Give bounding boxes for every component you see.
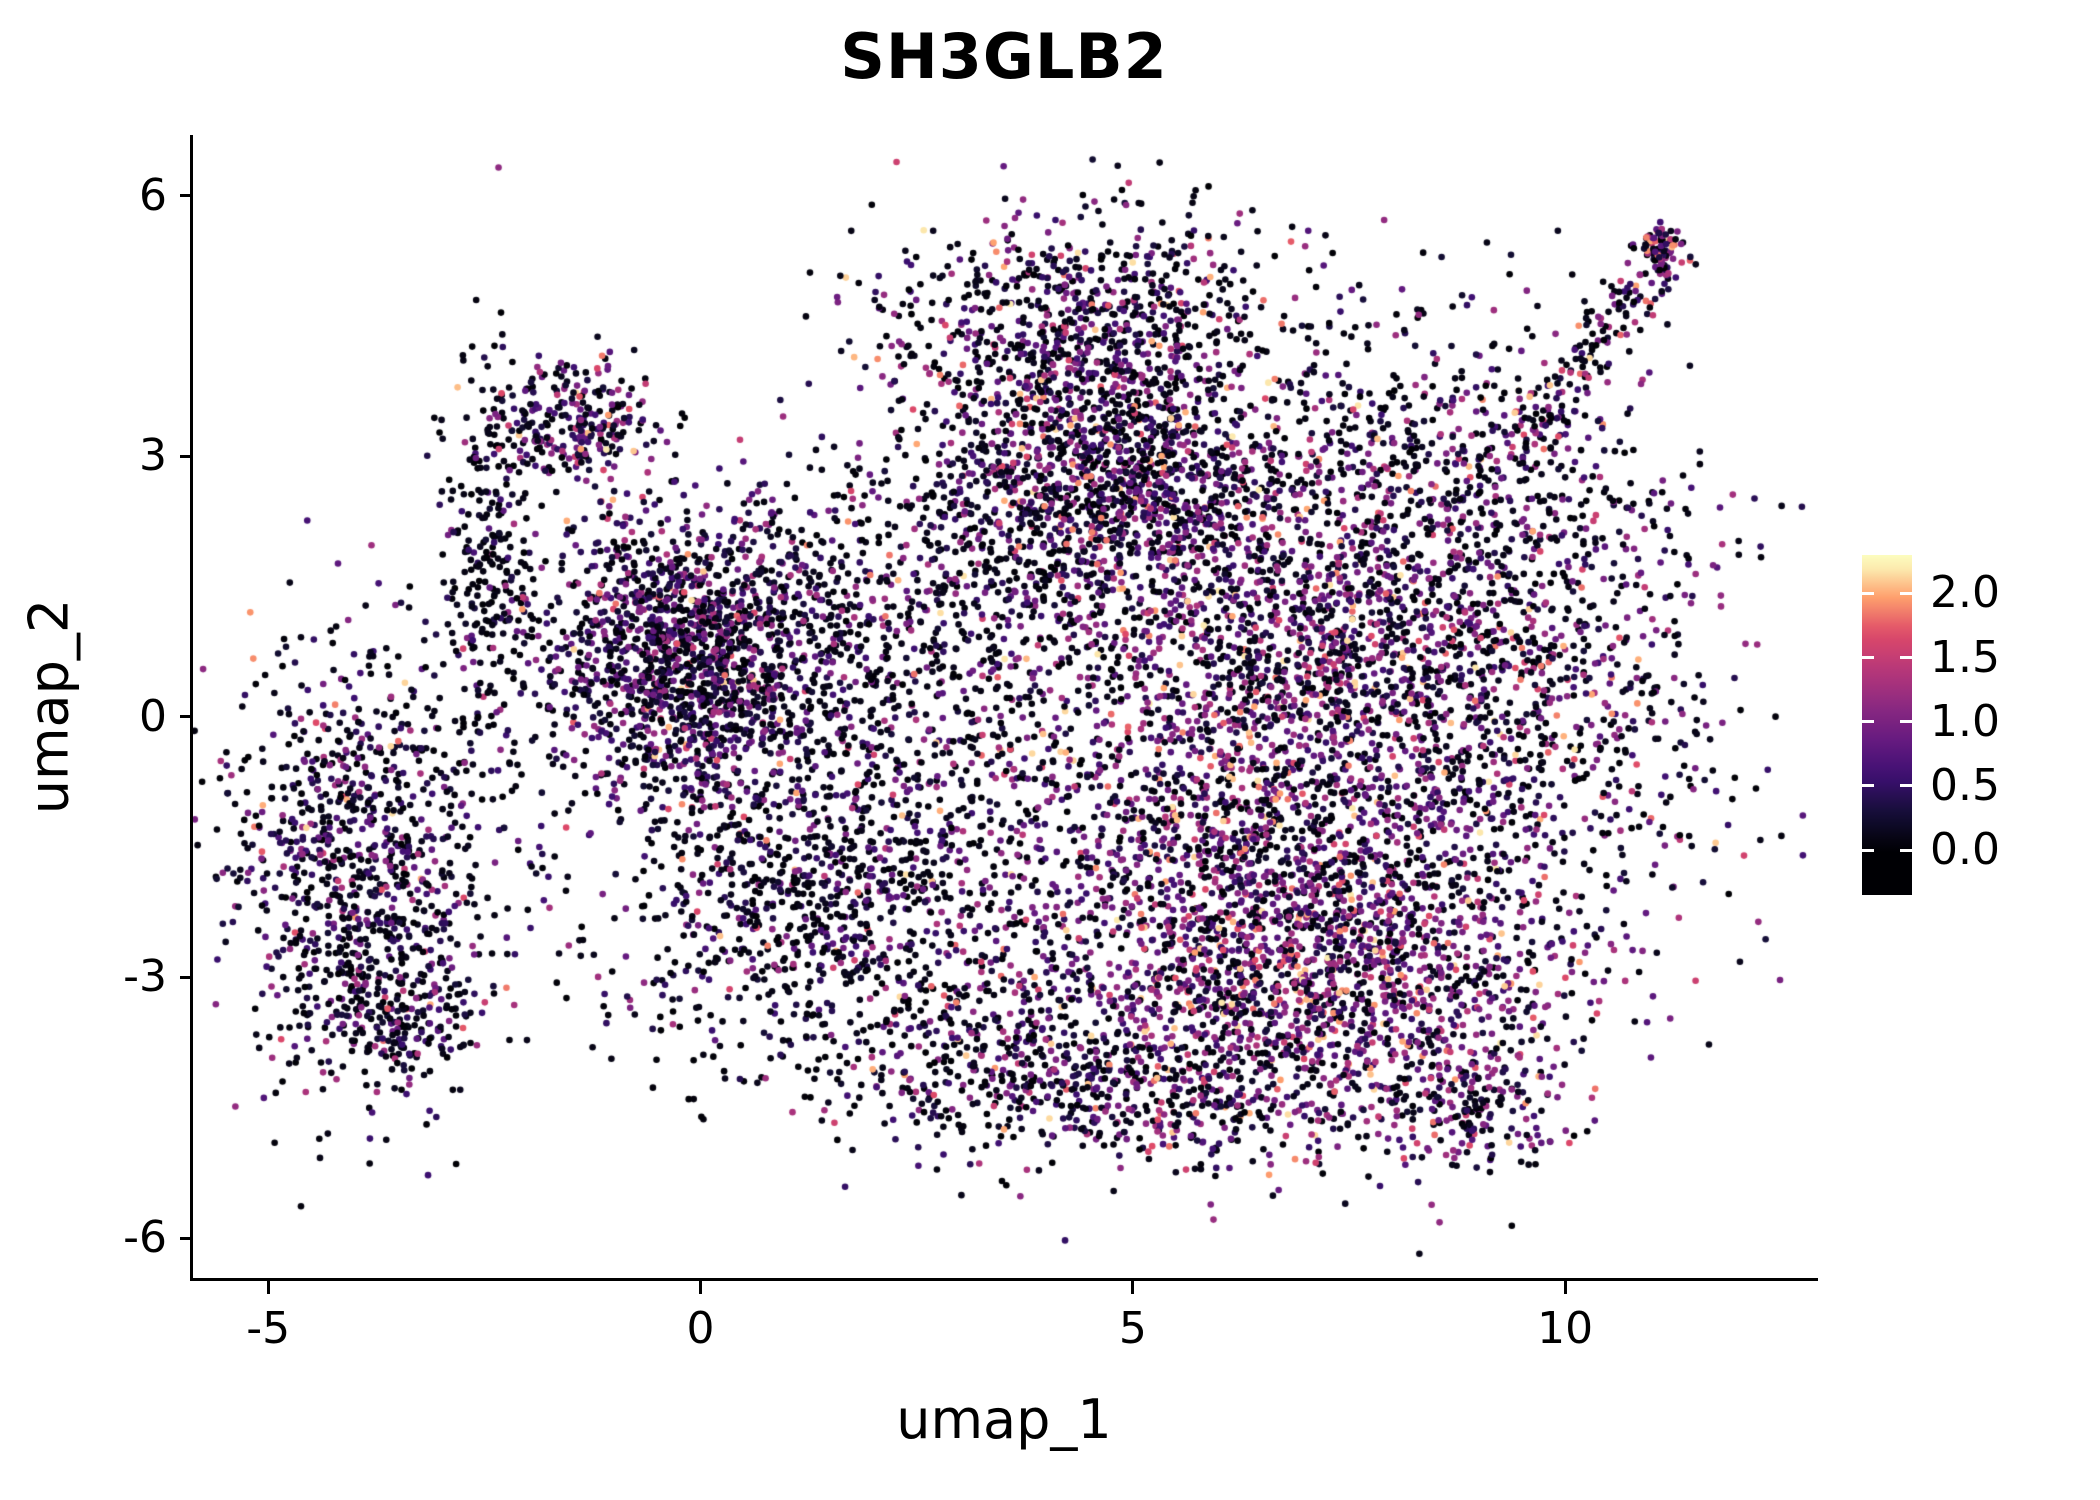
cb-tick-left <box>1862 848 1874 852</box>
y-tick-label: 3 <box>139 430 167 482</box>
cb-label: 0.0 <box>1930 824 2000 876</box>
chart-title: SH3GLB2 <box>840 20 1168 93</box>
y-axis-label-text: umap_2 <box>17 598 81 815</box>
x-tick-mark <box>1131 1281 1135 1294</box>
y-tick-label: -3 <box>123 951 167 1003</box>
cb-label: 1.5 <box>1930 631 2000 683</box>
scatter-canvas <box>193 135 1815 1278</box>
cb-tick-right <box>1900 591 1912 595</box>
y-tick-label: 0 <box>139 690 167 742</box>
x-tick-label: 0 <box>686 1303 715 1354</box>
x-axis-line <box>190 1278 1818 1281</box>
colorbar-gradient <box>1862 555 1912 895</box>
y-axis-line <box>190 135 193 1281</box>
x-axis-ticks: -5 0 5 10 <box>193 1281 1815 1391</box>
cb-tick-right <box>1900 656 1912 660</box>
cb-tick-right <box>1900 784 1912 788</box>
y-tick-mark <box>180 1236 193 1240</box>
x-tick-label: 5 <box>1118 1303 1147 1354</box>
x-axis-label: umap_1 <box>896 1388 1112 1451</box>
y-tick-label: -6 <box>123 1212 167 1264</box>
y-tick-mark <box>180 715 193 719</box>
y-tick-mark <box>180 454 193 458</box>
cb-tick-right <box>1900 720 1912 724</box>
y-axis-label: umap_2 <box>14 135 84 1278</box>
colorbar: 2.0 1.5 1.0 0.5 0.0 <box>1862 555 2092 900</box>
y-tick-mark <box>180 975 193 979</box>
cb-tick-left <box>1862 656 1874 660</box>
cb-tick-left <box>1862 784 1874 788</box>
x-tick-mark <box>266 1281 270 1294</box>
x-tick-label: 10 <box>1537 1303 1594 1354</box>
cb-tick-left <box>1862 720 1874 724</box>
cb-label: 0.5 <box>1930 759 2000 811</box>
plot-area <box>193 135 1815 1278</box>
x-tick-label: -5 <box>246 1303 291 1354</box>
cb-label: 2.0 <box>1930 567 2000 619</box>
cb-tick-left <box>1862 591 1874 595</box>
x-tick-mark <box>1563 1281 1567 1294</box>
y-axis-ticks: 6 3 0 -3 -6 <box>98 135 193 1278</box>
cb-tick-right <box>1900 848 1912 852</box>
x-tick-mark <box>699 1281 703 1294</box>
y-tick-label: 6 <box>139 169 167 221</box>
cb-label: 1.0 <box>1930 695 2000 747</box>
y-tick-mark <box>180 194 193 198</box>
